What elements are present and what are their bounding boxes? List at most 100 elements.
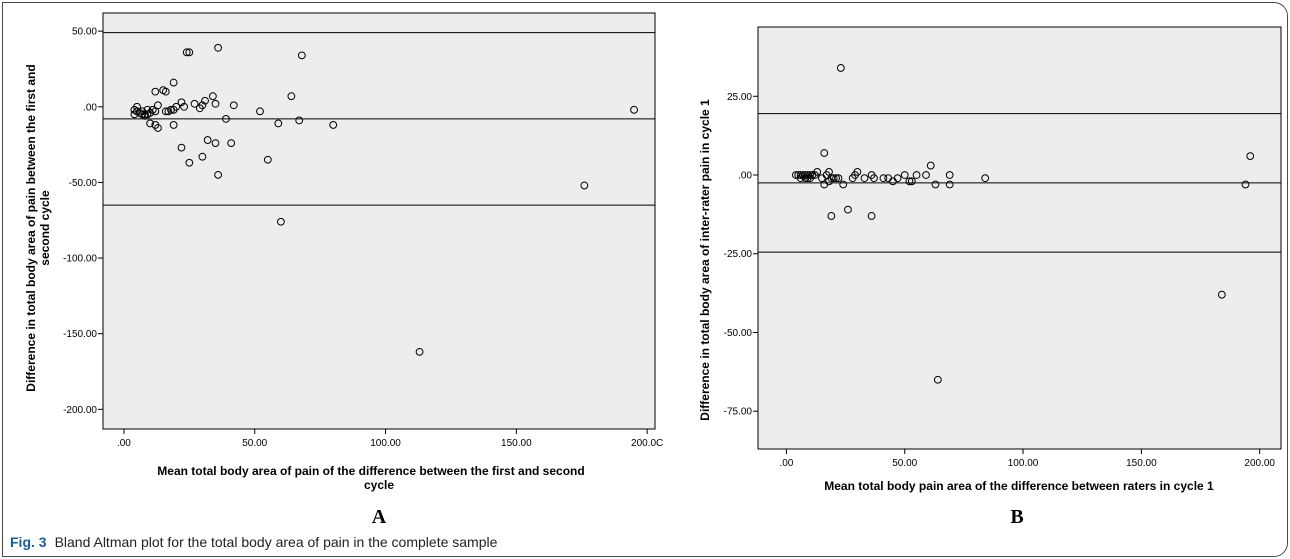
panel-a-x-tick-label: .00 — [117, 438, 131, 449]
panel-b-data-point — [844, 205, 852, 214]
panel-a-data-point — [201, 96, 209, 105]
panel-a-data-point — [297, 51, 306, 60]
panel-a-data-point — [229, 101, 238, 110]
panel-a-x-label-line1: Mean total body area of pain of the diff… — [157, 464, 584, 478]
panel-a-x-ticks: .00 50.00 100.00 150.00 200.0C — [117, 429, 663, 449]
panel-a-data-point — [222, 114, 230, 123]
panel-a-data-point — [227, 139, 236, 147]
panel-b-x-ticks: .00 50.00 100.00 150.00 200.00 — [779, 449, 1275, 469]
panel-b-data-point — [905, 177, 914, 186]
panel-a-data-point — [169, 121, 178, 129]
panel-b-data-point — [922, 171, 930, 179]
panel-b-data-point — [829, 174, 838, 183]
panel-b-plot-area — [757, 26, 1282, 450]
panel-a-points — [130, 43, 638, 356]
panel-b-data-point — [926, 161, 935, 170]
panel-a-y-label-line1: Difference in total body area of pain be… — [24, 64, 38, 391]
panel-b-data-point — [933, 375, 942, 384]
panel-b-letter: B — [1010, 506, 1023, 528]
panel-b-y-tick-label: .00 — [738, 171, 752, 182]
panel-b-y-ticks: 25.00 .00 -25.00 -50.00 -75.00 — [724, 92, 758, 418]
caption-text: Bland Altman plot for the total body are… — [54, 534, 498, 550]
panel-a-data-point — [211, 139, 220, 147]
panel-b-data-point — [839, 180, 848, 189]
panel-a-x-tick-label: 200.0C — [631, 438, 663, 449]
panel-b-data-point — [836, 64, 845, 72]
panel-b-data-point — [832, 174, 840, 183]
panel-a-data-point — [214, 170, 223, 179]
panel-a-data-point — [276, 217, 285, 226]
panel-a-data-point — [630, 105, 638, 114]
panel-a-y-tick-label: -150.00 — [63, 329, 97, 340]
panel-a-data-point — [256, 107, 264, 116]
panel-b-data-point — [945, 180, 954, 189]
panel-a-data-point — [161, 107, 170, 116]
panel-a-y-label-line2: second cycle — [38, 190, 52, 266]
panel-b-y-tick-label: -25.00 — [724, 249, 753, 260]
panel-a-data-point — [203, 136, 212, 144]
panel-a-y-tick-label: .00 — [83, 102, 97, 113]
panel-b-data-point — [827, 212, 836, 220]
panel-b-data-point — [870, 174, 878, 183]
panel-b-y-tick-label: -75.00 — [724, 407, 753, 418]
panel-a-y-ticks: 50.00 .00 -50.00 -100.00 -150.00 -200.00 — [63, 27, 103, 416]
panel-a-data-point — [177, 98, 186, 107]
panel-a-y-tick-label: 50.00 — [72, 27, 97, 38]
panel-b-data-point — [907, 177, 916, 186]
panel-a-letter: A — [372, 506, 387, 528]
panel-a-data-point — [182, 48, 191, 57]
panel-b-x-tick-label: 200.00 — [1244, 458, 1275, 469]
panel-b-y-label: Difference in total body area of inter-r… — [698, 99, 712, 421]
panel-a-plot-area — [102, 12, 656, 430]
panel-a-reference-lines — [103, 32, 655, 206]
panel-a-data-point — [198, 152, 207, 161]
panel-a-x-tick-label: 100.00 — [370, 438, 401, 449]
panel-b-data-point — [1217, 290, 1226, 299]
panel-b-data-point — [853, 167, 862, 176]
panel-a-x-tick-label: 50.00 — [242, 438, 267, 449]
panel-a-chart: 50.00.00-50.00-100.00-150.00-200.00 .00 5… — [24, 12, 663, 528]
panel-b-y-tick-label: -50.00 — [724, 328, 753, 339]
panel-b-data-point — [806, 171, 814, 179]
panel-b-x-tick-label: 150.00 — [1126, 458, 1157, 469]
panel-a-data-point — [274, 119, 283, 128]
panel-a-y-tick-label: -100.00 — [63, 254, 97, 265]
panel-a-data-point — [180, 102, 188, 111]
panel-a-data-point — [161, 87, 170, 96]
panel-a-data-point — [190, 99, 199, 108]
panel-a-data-point — [154, 124, 162, 132]
panel-a-data-point — [198, 101, 207, 110]
panel-b-points — [791, 64, 1255, 384]
panel-a-y-tick-label: -50.00 — [69, 178, 98, 189]
panel-b-data-point — [820, 149, 829, 157]
panel-b-reference-lines — [758, 113, 1281, 253]
panel-a-x-label-line2: cycle — [364, 478, 394, 492]
panel-b-x-tick-label: .00 — [779, 458, 793, 469]
panel-a-data-point — [151, 87, 160, 96]
panel-a-data-point — [214, 43, 223, 52]
panel-b-data-point — [931, 180, 940, 189]
panel-b-data-point — [867, 212, 876, 220]
panel-a-data-point — [208, 92, 217, 101]
panel-a-data-point — [154, 101, 162, 110]
panel-b-data-point — [860, 174, 869, 183]
panel-a-data-point — [415, 347, 424, 356]
panel-b-data-point — [900, 171, 909, 179]
panel-b-x-tick-label: 100.00 — [1008, 458, 1039, 469]
panel-b-data-point — [879, 174, 888, 183]
panel-b-data-point — [834, 174, 843, 183]
panel-b-data-point — [813, 167, 822, 176]
panel-a-data-point — [146, 119, 154, 128]
panel-b-y-tick-label: 25.00 — [727, 92, 752, 103]
panel-b-data-point — [1246, 152, 1255, 161]
panel-a-data-point — [211, 99, 220, 108]
caption-label: Fig. 3 — [10, 534, 47, 550]
panel-b-x-label: Mean total body pain area of the differe… — [824, 479, 1214, 493]
panel-b-data-point — [945, 171, 954, 179]
panel-b-data-point — [981, 174, 990, 183]
panel-b-data-point — [1241, 180, 1250, 189]
panel-b-chart: 25.00 .00 -25.00 -50.00 -75.00 .00 50.00 100.0… — [698, 26, 1282, 528]
panel-b-data-point — [912, 171, 921, 179]
